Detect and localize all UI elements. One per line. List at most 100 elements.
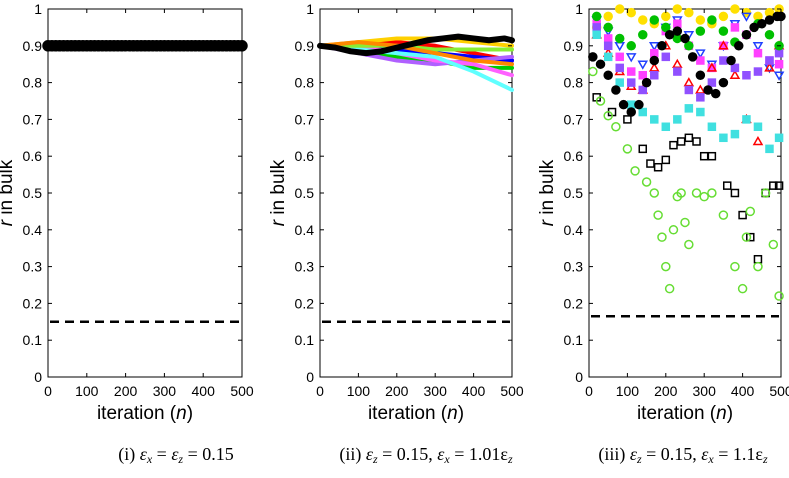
x-tick-label: 100 — [616, 383, 640, 399]
data-point — [741, 12, 752, 22]
data-point — [649, 15, 660, 25]
data-point — [684, 85, 694, 95]
y-tick-label: 0.8 — [295, 75, 315, 91]
x-axis-label-var: n — [447, 403, 458, 424]
series-7 — [591, 11, 784, 51]
data-point — [661, 11, 671, 22]
data-point — [774, 59, 784, 69]
data-point — [695, 70, 706, 80]
y-tick-label: 0.6 — [23, 148, 43, 164]
data-point — [776, 11, 786, 22]
data-point — [661, 22, 671, 33]
data-point — [653, 210, 663, 220]
x-tick-label: 200 — [385, 383, 409, 399]
y-tick-label: 0.1 — [23, 332, 43, 348]
data-point — [718, 11, 729, 22]
data-point — [683, 77, 695, 87]
data-point — [626, 7, 636, 18]
data-point — [650, 70, 659, 80]
data-point — [626, 41, 636, 51]
data-point — [757, 18, 767, 29]
caption-epsilon: ε — [437, 444, 445, 464]
axes: 0 0.1 0.2 0.3 0.4 0.5 0.6 0.7 0.8 0.9 1 0 100 200 300 4… — [537, 1, 789, 424]
x-tick-label: 500 — [230, 383, 254, 399]
x-tick-label: 500 — [769, 383, 789, 399]
data-point — [774, 291, 784, 301]
caption-text: = 1.01ε — [449, 444, 508, 464]
caption-text: = 0.15, — [377, 444, 438, 464]
caption-epsilon: ε — [701, 444, 709, 464]
data-point — [638, 85, 648, 95]
data-point — [730, 261, 740, 272]
data-point — [745, 206, 756, 217]
data-point — [622, 144, 633, 154]
data-point — [603, 110, 613, 121]
y-tick-label: 0 — [34, 369, 42, 385]
data-point — [764, 62, 775, 72]
data-point — [591, 11, 602, 22]
caption-text: = — [152, 444, 172, 464]
data-point — [753, 261, 763, 272]
data-point — [695, 26, 706, 36]
x-axis-label-text: iteration ( — [637, 403, 717, 424]
x-axis-label-text: iteration ( — [97, 403, 177, 424]
caption-panel-1: (i) εx = εz = 0.15 — [76, 444, 276, 467]
x-tick-label: 100 — [347, 383, 371, 399]
data-point — [623, 115, 632, 124]
caption-subscript: z — [372, 452, 378, 466]
data-point — [684, 7, 694, 18]
y-tick-label: 0 — [575, 369, 583, 385]
data-point — [734, 41, 744, 51]
y-axis-label-text: in bulk — [0, 159, 17, 220]
data-point — [638, 70, 648, 80]
y-tick-label: 0.7 — [23, 111, 43, 127]
data-point — [649, 55, 660, 66]
data-point — [618, 99, 629, 110]
data-point — [741, 30, 752, 40]
data-point — [588, 66, 598, 77]
x-axis-label-text: ) — [727, 403, 733, 424]
x-tick-label: 0 — [585, 383, 593, 399]
data-point — [603, 41, 613, 51]
data-point — [614, 33, 625, 44]
x-tick-label: 0 — [44, 383, 52, 399]
data-point — [673, 115, 682, 124]
series-10 — [317, 33, 515, 57]
data-point — [673, 19, 682, 28]
chart-panel-3: 0 0.1 0.2 0.3 0.4 0.5 0.6 0.7 0.8 0.9 1 0 100 200 300 4… — [537, 1, 789, 424]
caption-subscript: z — [178, 452, 184, 466]
y-tick-label: 0.6 — [564, 148, 584, 164]
data-point — [696, 56, 705, 65]
chart-panel-1: 0 0.1 0.2 0.3 0.4 0.5 0.6 0.7 0.8 0.9 1 0 100 200 300 4… — [0, 1, 254, 424]
data-point — [695, 15, 706, 25]
y-axis-label: r in bulk — [0, 159, 17, 226]
chart-panel-2: 0 0.1 0.2 0.3 0.4 0.5 0.6 0.7 0.8 0.9 1 0 100 200 300 4… — [268, 1, 524, 424]
data-point — [657, 232, 667, 242]
x-tick-label: 300 — [424, 383, 448, 399]
data-point — [638, 107, 648, 117]
caption-subscript: x — [146, 452, 153, 466]
data-point — [722, 181, 732, 190]
data-point — [603, 11, 613, 22]
caption-subscript: x — [444, 452, 450, 466]
data-point — [718, 40, 729, 50]
data-point — [699, 191, 709, 202]
data-point — [691, 188, 702, 198]
y-tick-label: 0.9 — [295, 38, 315, 54]
data-point — [729, 69, 741, 79]
y-axis-label-var: r — [537, 219, 558, 226]
plot-area — [47, 8, 243, 378]
data-point — [673, 67, 682, 76]
data-point — [603, 52, 613, 62]
data-point — [730, 129, 740, 139]
data-point — [657, 41, 667, 51]
x-tick-label: 0 — [316, 383, 324, 399]
data-point — [661, 155, 671, 165]
y-tick-label: 0.4 — [23, 222, 43, 238]
data-point — [641, 77, 652, 88]
data-point — [625, 53, 637, 63]
data-point — [664, 30, 675, 40]
data-point — [684, 239, 694, 250]
x-axis-label: iteration (n) — [368, 403, 464, 424]
series-line — [318, 40, 514, 67]
